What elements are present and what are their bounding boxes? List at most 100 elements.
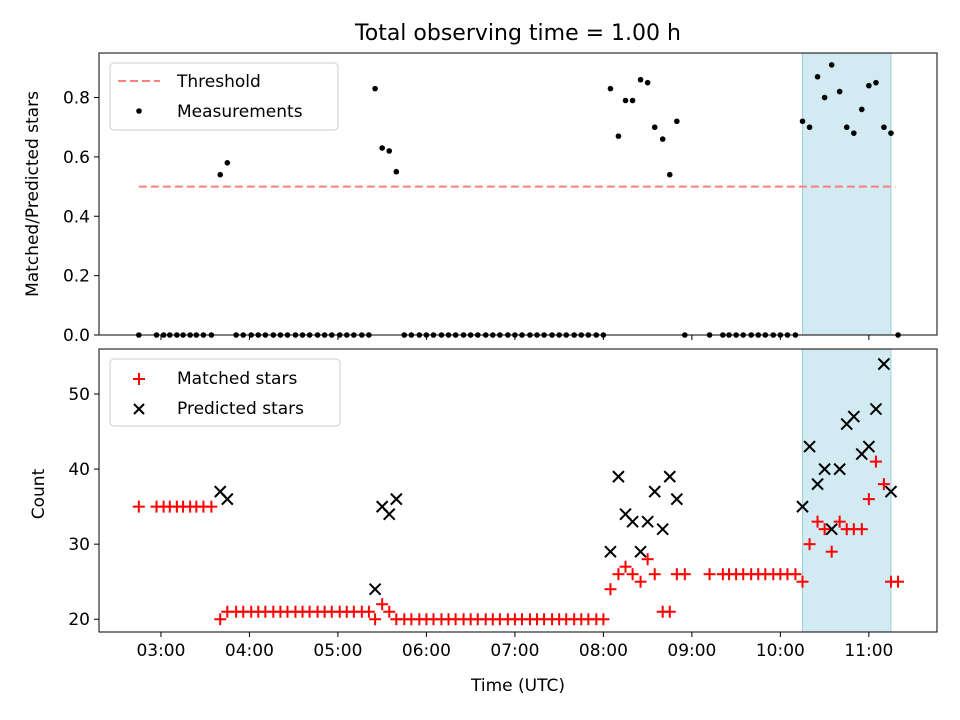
measurement-point xyxy=(873,79,879,86)
y-tick-label: 0.2 xyxy=(63,267,90,287)
predicted-stars-point xyxy=(803,440,816,453)
matched-stars-point xyxy=(678,568,691,581)
x-tick-label: 09:00 xyxy=(667,641,716,661)
matched-stars-point xyxy=(892,575,905,588)
legend-matched-label: Matched stars xyxy=(177,369,297,389)
matched-stars-point xyxy=(597,613,610,626)
measurement-point xyxy=(806,124,813,131)
bottom-y-axis-label: Count xyxy=(29,468,49,519)
measurement-point xyxy=(888,130,894,136)
measurement-point xyxy=(379,145,385,151)
top-y-ticks: 0.0 0.2 0.4 0.6 0.8 xyxy=(63,89,99,346)
matched-stars-point xyxy=(641,553,654,566)
predicted-stars-point xyxy=(869,402,883,416)
matched-stars-point xyxy=(132,500,145,513)
matched-stars-point xyxy=(825,545,838,558)
predicted-stars-point xyxy=(825,522,838,536)
top-panel: 0.0 0.2 0.4 0.6 0.8 Total observing time = 1… xyxy=(23,21,938,346)
matched-stars-point xyxy=(796,575,809,588)
matched-stars-point xyxy=(612,568,625,581)
predicted-stars-point xyxy=(818,462,831,476)
predicted-stars-point xyxy=(796,500,809,513)
x-tick-label: 10:00 xyxy=(756,641,805,661)
measurement-point xyxy=(821,94,828,101)
matched-stars-point xyxy=(383,605,396,618)
predicted-stars-point xyxy=(670,492,684,506)
x-tick-label: 08:00 xyxy=(579,641,628,661)
x-tick-label: 04:00 xyxy=(225,641,274,661)
x-tick-label: 06:00 xyxy=(402,641,451,661)
predicted-stars-point xyxy=(626,515,639,528)
highlight-rect xyxy=(801,52,892,336)
measurement-point xyxy=(814,73,821,80)
matched-stars-point xyxy=(376,598,389,611)
predicted-stars-point xyxy=(383,507,396,521)
matched-stars-point xyxy=(862,493,875,506)
predicted-stars-point xyxy=(641,515,654,528)
predicted-stars-point xyxy=(877,357,891,371)
measurement-point xyxy=(674,118,680,125)
matched-stars-point xyxy=(619,560,632,573)
matched-stars-point xyxy=(789,568,802,581)
y-tick-label: 50 xyxy=(68,385,90,405)
predicted-stars-point xyxy=(390,492,403,506)
measurement-point xyxy=(866,82,872,89)
y-tick-label: 0.6 xyxy=(63,148,90,168)
predicted-stars-point xyxy=(847,410,861,423)
x-tick-label: 11:00 xyxy=(844,641,893,661)
measurement-point xyxy=(607,85,614,92)
measurement-point xyxy=(637,76,644,83)
bottom-legend-box xyxy=(109,358,341,427)
legend-measurements-swatch xyxy=(136,108,142,114)
predicted-stars-point xyxy=(862,440,876,453)
measurement-point xyxy=(828,62,835,68)
top-legend: Threshold Measurements xyxy=(109,62,339,131)
highlight-band xyxy=(801,52,892,336)
predicted-stars-point xyxy=(612,470,625,483)
x-axis-label: Time (UTC) xyxy=(470,676,565,696)
predicted-stars-point xyxy=(811,477,824,491)
y-tick-label: 40 xyxy=(68,460,90,480)
bottom-x-ticks: 03:00 04:00 05:00 06:00 07:00 08:00 09:00 10:00… xyxy=(136,632,893,661)
measurement-point xyxy=(881,124,887,131)
highlight-rect xyxy=(801,348,892,633)
predicted-stars-point xyxy=(604,545,617,558)
measurement-point xyxy=(224,160,231,166)
matched-stars-point xyxy=(811,515,824,528)
measurement-point xyxy=(644,79,651,86)
matched-stars-point xyxy=(869,455,882,468)
legend-measurements-label: Measurements xyxy=(177,102,303,122)
matched-stars-point xyxy=(604,583,617,596)
measurement-point xyxy=(393,168,400,175)
top-y-axis-label: Matched/Predicted stars xyxy=(23,91,43,297)
predicted-stars-point xyxy=(656,522,669,536)
top-legend-box xyxy=(109,62,339,131)
legend-predicted-label: Predicted stars xyxy=(177,399,304,419)
measurement-point xyxy=(629,97,636,104)
predicted-stars-point xyxy=(663,470,676,483)
matched-stars-point xyxy=(818,523,831,536)
matched-stars-point xyxy=(205,500,218,513)
measurement-point xyxy=(666,171,673,178)
bottom-plot-frame xyxy=(98,348,938,633)
measurement-point xyxy=(659,136,666,142)
measurement-point xyxy=(851,130,857,136)
measurement-point xyxy=(836,88,843,95)
matched-stars-point xyxy=(833,515,846,528)
measurement-point xyxy=(622,97,629,104)
legend-threshold-label: Threshold xyxy=(176,72,261,92)
measurement-point xyxy=(651,124,658,131)
chart-title: Total observing time = 1.00 h xyxy=(354,21,681,46)
legend-predicted-swatch xyxy=(133,403,145,415)
measurement-point xyxy=(858,106,865,113)
matched-stars-point xyxy=(626,568,639,581)
y-tick-label: 0.8 xyxy=(63,89,90,109)
predicted-stars-point xyxy=(648,485,661,498)
predicted-stars-point xyxy=(634,545,647,558)
measurement-point xyxy=(386,148,393,154)
highlight-band xyxy=(801,348,892,633)
matched-stars-point xyxy=(214,613,227,626)
measurement-point xyxy=(372,85,378,92)
legend-matched-swatch xyxy=(133,373,145,385)
